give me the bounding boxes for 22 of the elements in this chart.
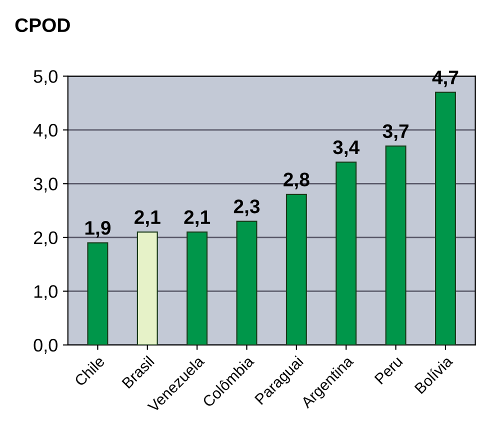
data-label: 3,4 — [333, 140, 360, 157]
bar — [136, 232, 158, 345]
data-label: 1,9 — [85, 221, 111, 238]
y-tick-label: 4,0 — [33, 124, 58, 139]
bar — [87, 242, 108, 345]
data-label: 2,1 — [184, 210, 210, 227]
y-tick-label: 1,0 — [34, 285, 58, 300]
y-tick-label: 3,0 — [34, 178, 58, 193]
bar — [336, 162, 357, 345]
data-label: 2,3 — [234, 200, 260, 216]
data-label: 2,1 — [134, 210, 160, 227]
bar — [186, 232, 208, 345]
bar — [385, 145, 406, 345]
data-label: 2,8 — [284, 172, 310, 190]
y-tick-label: 5,0 — [34, 70, 58, 86]
y-tick-label: 2,0 — [34, 231, 58, 246]
y-tick-label: 0,0 — [34, 338, 58, 354]
chart-title: CPOD — [15, 18, 70, 32]
data-label: 3,7 — [382, 124, 408, 141]
bar — [236, 220, 258, 345]
bar — [286, 194, 307, 345]
bar — [435, 92, 456, 345]
